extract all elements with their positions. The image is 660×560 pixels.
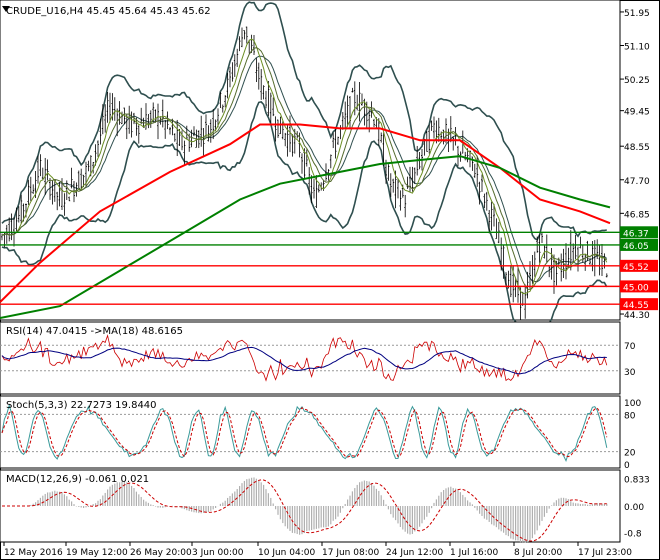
rsi-lines xyxy=(0,334,620,382)
time-tick-label: 3 Jun 00:00 xyxy=(192,548,244,558)
price-tick-label: 47.70 xyxy=(624,177,650,187)
time-tick-label: 24 Jun 12:00 xyxy=(386,548,443,558)
level-tag xyxy=(620,298,658,311)
level-tag-label: 44.55 xyxy=(623,301,649,311)
level-tag xyxy=(620,238,658,251)
price-tick-label: 49.45 xyxy=(624,108,650,118)
stoch-tick-label: 100 xyxy=(624,399,641,409)
macd-tick-label: 0.00 xyxy=(624,503,644,513)
price-tick-label: 51.95 xyxy=(624,9,650,19)
price-tick-label: 44.30 xyxy=(624,311,650,321)
moving-averages xyxy=(0,38,611,319)
rsi-tick-label: 30 xyxy=(624,368,636,378)
stochastic-pane[interactable]: Stoch(5,3,3) 22.7273 19.8440 xyxy=(0,395,621,469)
stochastic-lines xyxy=(0,403,620,463)
price-tick-label: 51.10 xyxy=(624,43,650,53)
time-tick-label: 10 Jun 04:00 xyxy=(258,548,315,558)
time-tick-label: 17 Jun 08:00 xyxy=(322,548,379,558)
level-tag xyxy=(620,259,658,272)
collapse-triangle-icon[interactable] xyxy=(2,6,10,12)
time-tick-label: 1 Jul 16:00 xyxy=(450,548,499,558)
stoch-tick-label: 20 xyxy=(624,449,636,459)
price-pane-border xyxy=(0,0,621,321)
price-axis: 51.95 51.10 50.25 49.45 48.55 47.70 46.85 44.30… xyxy=(620,9,658,539)
time-tick-label: 26 May 20:00 xyxy=(130,548,192,558)
time-axis: 12 May 2016 19 May 12:00 26 May 20:00 3 Jun… xyxy=(3,542,632,558)
rsi-tick-label: 70 xyxy=(624,342,636,352)
level-tag-label: 46.05 xyxy=(623,242,649,252)
price-tick-label: 50.25 xyxy=(624,76,650,86)
price-pane[interactable]: CRUDE_U16,H4 45.45 45.64 45.43 45.62 xyxy=(0,0,621,340)
level-tag xyxy=(620,226,658,239)
price-pane-title: CRUDE_U16,H4 45.45 45.64 45.43 45.62 xyxy=(6,6,211,17)
macd-pane-title: MACD(12,26,9) -0.061 0.021 xyxy=(6,474,149,485)
stoch-tick-label: 0 xyxy=(624,461,630,471)
support-resistance-lines[interactable] xyxy=(0,231,620,305)
macd-tick-label: 0.833 xyxy=(624,476,650,486)
level-tag xyxy=(620,280,658,293)
macd-pane[interactable]: MACD(12,26,9) -0.061 0.021 xyxy=(0,469,621,544)
price-tick-label: 48.55 xyxy=(624,143,650,153)
time-tick-label: 17 Jul 23:00 xyxy=(578,548,632,558)
level-tag-label: 46.37 xyxy=(623,229,649,239)
stoch-tick-label: 80 xyxy=(624,411,636,421)
stochastic-pane-title: Stoch(5,3,3) 22.7273 19.8440 xyxy=(6,400,157,411)
stochastic-pane-border xyxy=(0,395,621,469)
rsi-pane-title: RSI(14) 47.0415 ->MA(18) 48.6165 xyxy=(6,326,183,337)
time-tick-label: 8 Jul 20:00 xyxy=(514,548,563,558)
level-tag-label: 45.00 xyxy=(623,283,649,293)
rsi-pane[interactable]: RSI(14) 47.0415 ->MA(18) 48.6165 xyxy=(0,321,621,395)
rsi-pane-border xyxy=(0,321,621,395)
time-tick-label: 19 May 12:00 xyxy=(66,548,128,558)
level-tag-label: 45.52 xyxy=(623,263,649,273)
price-tick-label: 46.85 xyxy=(624,210,650,220)
macd-tick-label: -0.8 xyxy=(624,529,642,539)
time-tick-label: 12 May 2016 xyxy=(4,548,63,558)
macd-histogram-and-signal xyxy=(2,477,608,544)
